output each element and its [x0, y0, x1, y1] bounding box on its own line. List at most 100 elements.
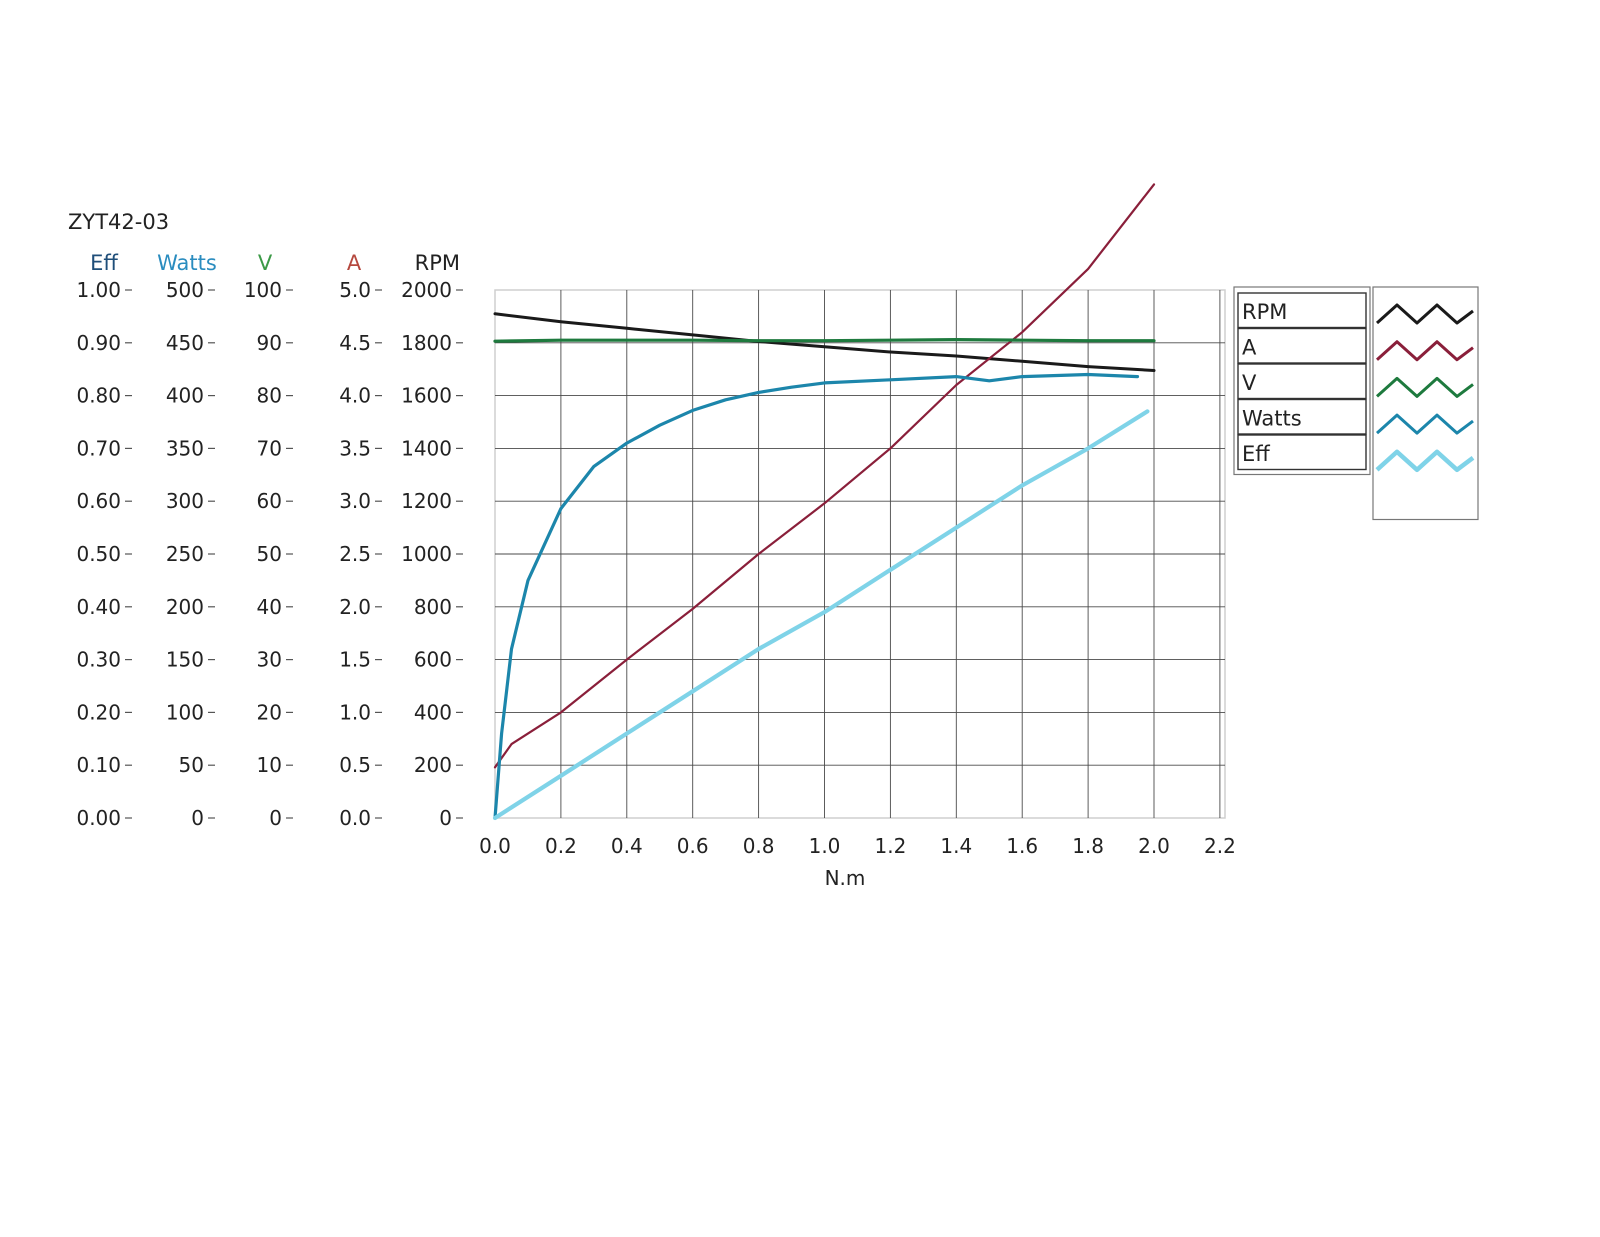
axis-title-rpm: RPM: [415, 251, 460, 275]
y-tick-label-watts: 450: [166, 331, 204, 355]
y-tick-label-eff: 1.00: [76, 278, 121, 302]
x-tick-label: 2.0: [1138, 834, 1170, 858]
y-tick-label-eff: 0.20: [76, 700, 121, 724]
y-tick-label-a: 2.5: [339, 542, 371, 566]
y-tick-label-eff: 0.30: [76, 648, 121, 672]
y-tick-label-eff: 0.10: [76, 753, 121, 777]
axis-title-watts: Watts: [157, 251, 217, 275]
y-tick-label-watts: 150: [166, 648, 204, 672]
y-tick-label-v: 60: [257, 489, 282, 513]
chart-title: ZYT42-03: [68, 210, 169, 234]
y-tick-label-watts: 100: [166, 700, 204, 724]
legend-swatch-eff: [1375, 449, 1475, 473]
x-tick-label: 1.8: [1072, 834, 1104, 858]
y-tick-label-v: 10: [257, 753, 282, 777]
series-line-v: [493, 338, 1156, 343]
legend-swatch-frame: [1372, 286, 1479, 521]
y-tick-label-a: 2.0: [339, 595, 371, 619]
x-tick-label: 2.2: [1204, 834, 1236, 858]
series-lines: [492, 183, 1156, 821]
y-tick-label-a: 4.5: [339, 331, 371, 355]
x-tick-label: 0.0: [479, 834, 511, 858]
legend-swatch-rpm: [1375, 303, 1474, 325]
y-tick-label-a: 3.5: [339, 436, 371, 460]
x-axis: 0.0 0.2 0.4 0.6 0.8 1.0 1.2 1.4 1.6 1.8 2.0 2.2: [479, 834, 1236, 858]
y-tick-label-eff: 0.80: [76, 384, 121, 408]
axis-title-a: A: [347, 251, 362, 275]
x-tick-label: 1.4: [940, 834, 972, 858]
x-tick-label: 0.6: [677, 834, 709, 858]
y-tick-label-eff: 0.70: [76, 436, 121, 460]
x-tick-label: 0.8: [743, 834, 775, 858]
y-tick-label-eff: 0.40: [76, 595, 121, 619]
legend-label-v: V: [1242, 371, 1257, 395]
y-tick-label-rpm: 1400: [401, 436, 452, 460]
legend-label-watts: Watts: [1242, 407, 1302, 431]
legend-label-rpm: RPM: [1242, 300, 1287, 324]
legend-swatch-v: [1375, 376, 1474, 398]
y-tick-label-rpm: 1000: [401, 542, 452, 566]
y-tick-label-watts: 300: [166, 489, 204, 513]
x-tick-label: 0.4: [611, 834, 643, 858]
legend-frame: [1233, 286, 1371, 476]
y-tick-label-a: 0.0: [339, 806, 371, 830]
y-tick-label-a: 5.0: [339, 278, 371, 302]
y-tick-label-rpm: 400: [414, 700, 452, 724]
y-tick-label-rpm: 600: [414, 648, 452, 672]
y-tick-label-watts: 50: [179, 753, 204, 777]
y-tick-label-v: 50: [257, 542, 282, 566]
x-tick-label: 1.6: [1006, 834, 1038, 858]
y-tick-label-v: 90: [257, 331, 282, 355]
legend-row: [1237, 327, 1367, 364]
y-tick-label-rpm: 1600: [401, 384, 452, 408]
legend: RPM AV Watts Eff: [1233, 286, 1479, 521]
y-tick-label-rpm: 2000: [401, 278, 452, 302]
y-axes: Eff0.000.100.200.300.400.500.600.700.800…: [76, 251, 463, 830]
legend-row: [1237, 434, 1367, 471]
y-tick-label-watts: 350: [166, 436, 204, 460]
y-tick-label-a: 1.0: [339, 700, 371, 724]
series-line-a: [493, 183, 1156, 769]
y-tick-label-eff: 0.90: [76, 331, 121, 355]
y-tick-label-v: 20: [257, 700, 282, 724]
y-tick-label-rpm: 200: [414, 753, 452, 777]
legend-label-eff: Eff: [1242, 442, 1270, 466]
series-line-watts: [493, 372, 1140, 820]
y-tick-label-watts: 400: [166, 384, 204, 408]
legend-swatch-watts: [1375, 413, 1474, 435]
y-tick-label-eff: 0.00: [76, 806, 121, 830]
y-tick-label-a: 4.0: [339, 384, 371, 408]
y-tick-label-v: 80: [257, 384, 282, 408]
y-tick-label-a: 0.5: [339, 753, 371, 777]
y-tick-label-v: 30: [257, 648, 282, 672]
y-tick-label-v: 70: [257, 436, 282, 460]
y-tick-label-a: 3.0: [339, 489, 371, 513]
y-tick-label-rpm: 1800: [401, 331, 452, 355]
y-tick-label-rpm: 800: [414, 595, 452, 619]
series-line-eff: [492, 409, 1150, 821]
y-tick-label-eff: 0.60: [76, 489, 121, 513]
legend-row: [1237, 398, 1367, 435]
y-tick-label-v: 100: [244, 278, 282, 302]
legend-row: [1237, 363, 1367, 400]
grid: [494, 289, 1226, 819]
x-tick-label: 1.2: [874, 834, 906, 858]
y-tick-label-watts: 500: [166, 278, 204, 302]
x-axis-label: N.m: [825, 866, 866, 890]
axis-title-v: V: [258, 251, 273, 275]
y-tick-label-eff: 0.50: [76, 542, 121, 566]
y-tick-label-watts: 250: [166, 542, 204, 566]
y-tick-label-v: 40: [257, 595, 282, 619]
legend-label-a: A: [1242, 336, 1257, 360]
y-tick-label-watts: 0: [191, 806, 204, 830]
legend-row: [1237, 292, 1367, 329]
y-tick-label-watts: 200: [166, 595, 204, 619]
y-tick-label-rpm: 1200: [401, 489, 452, 513]
y-tick-label-v: 0: [269, 806, 282, 830]
x-tick-label: 1.0: [809, 834, 841, 858]
legend-swatch-a: [1375, 340, 1474, 362]
y-tick-label-rpm: 0: [439, 806, 452, 830]
series-line-rpm: [493, 312, 1156, 372]
